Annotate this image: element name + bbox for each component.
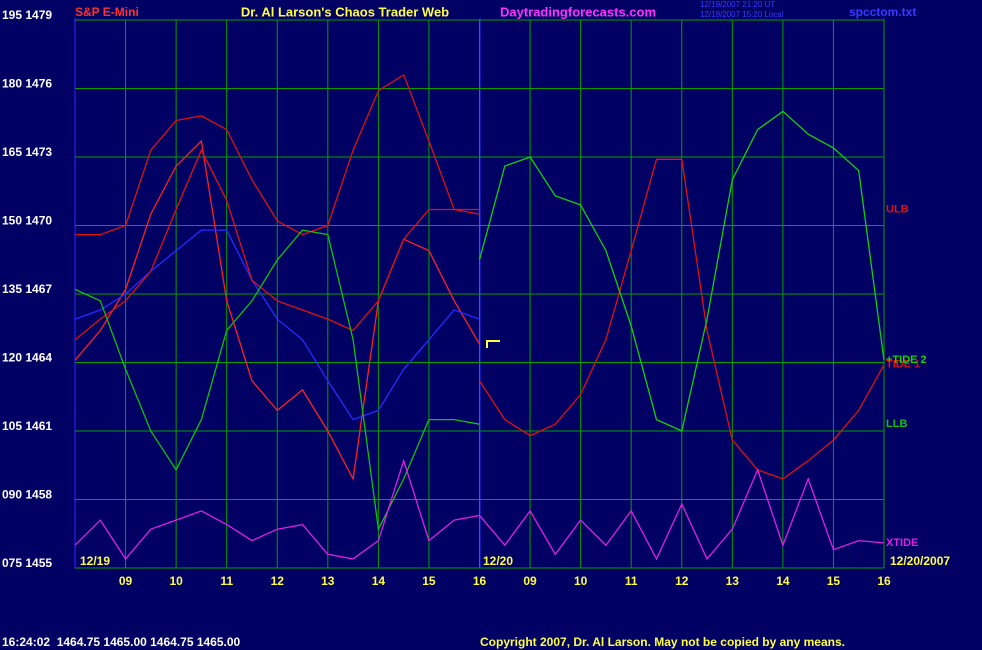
series-line <box>478 110 885 432</box>
x-tick-label: 13 <box>321 574 335 588</box>
x-tick-label: 11 <box>220 574 233 588</box>
series-line <box>74 139 481 481</box>
y-tick-label: 075 1455 <box>2 556 52 570</box>
x-tick-label: 16 <box>877 574 891 588</box>
x-tick-label: 15 <box>422 574 436 588</box>
date-label: 12/20/2007 <box>890 554 950 568</box>
date-label: 12/20 <box>483 554 513 568</box>
quote: 16:24:02 1464.75 1465.00 1464.75 1465.00 <box>2 635 241 649</box>
x-tick-label: 12 <box>675 574 689 588</box>
title: Dr. Al Larson's Chaos Trader Web <box>241 4 449 19</box>
series-line <box>74 229 480 421</box>
series-line <box>75 73 480 236</box>
series-line <box>74 148 480 341</box>
y-tick-label: 105 1461 <box>2 419 52 433</box>
x-tick-label: 14 <box>372 574 386 588</box>
series-line <box>74 458 885 561</box>
x-tick-label: 11 <box>625 574 638 588</box>
x-tick-label: 09 <box>523 574 537 588</box>
series-label: ULB <box>886 203 909 215</box>
y-tick-label: 120 1464 <box>2 351 52 365</box>
series-label: LLB <box>886 418 907 430</box>
marker <box>486 340 500 348</box>
series-label: +TIDE 2 <box>886 354 927 366</box>
series-label: TIDE 1 <box>886 359 920 371</box>
y-tick-label: 135 1467 <box>2 282 52 296</box>
symbol: S&P E-Mini <box>75 5 139 19</box>
x-tick-label: 10 <box>574 574 588 588</box>
y-tick-label: 090 1458 <box>2 488 52 502</box>
x-tick-label: 09 <box>119 574 133 588</box>
site: Daytradingforecasts.com <box>500 4 656 19</box>
date-label: 12/19 <box>80 554 110 568</box>
copyright: Copyright 2007, Dr. Al Larson. May not b… <box>480 635 845 649</box>
x-tick-label: 16 <box>473 574 487 588</box>
file-name: spcctom.txt <box>849 5 916 19</box>
y-tick-label: 150 1470 <box>2 214 52 228</box>
series-line <box>478 158 885 480</box>
timestamp: 12/19/2007 21:20 UT <box>700 0 775 9</box>
y-tick-label: 165 1473 <box>2 145 52 159</box>
series-line <box>74 229 480 532</box>
y-tick-label: 195 1479 <box>2 8 52 22</box>
x-tick-label: 12 <box>271 574 285 588</box>
x-tick-label: 14 <box>776 574 790 588</box>
y-tick-label: 180 1476 <box>2 77 52 91</box>
timestamp: 12/19/2007 15:20 Local <box>700 10 784 19</box>
x-tick-label: 15 <box>827 574 841 588</box>
x-tick-label: 13 <box>726 574 740 588</box>
series-label: XTIDE <box>886 537 918 549</box>
x-tick-label: 10 <box>169 574 183 588</box>
